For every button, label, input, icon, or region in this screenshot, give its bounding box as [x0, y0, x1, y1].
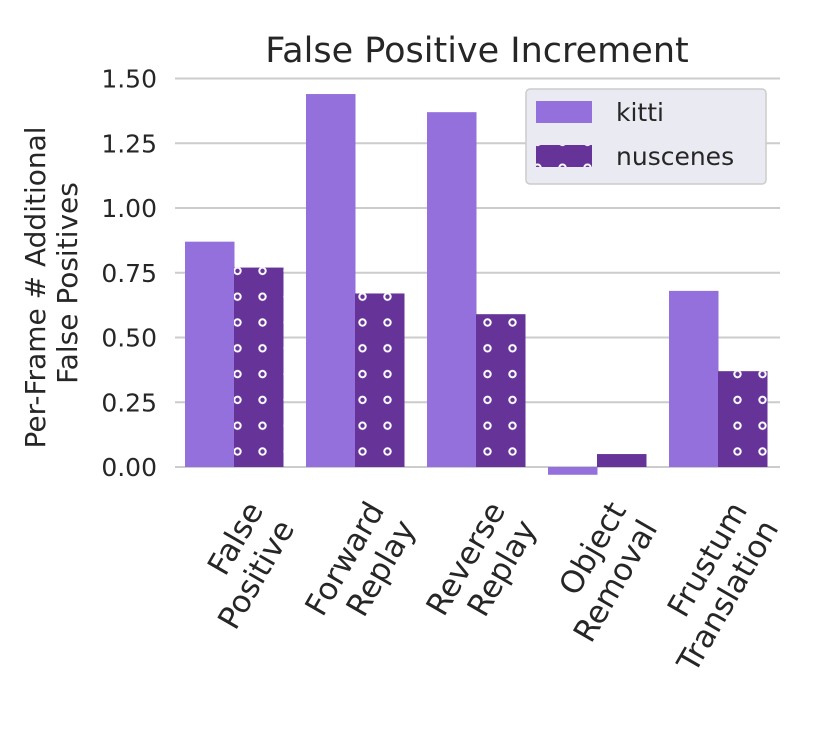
bar-kitti — [427, 112, 477, 468]
x-category-label: ForwardReplay — [298, 496, 423, 640]
bar-kitti — [306, 94, 356, 467]
bar-nuscenes-pattern — [234, 267, 284, 467]
y-tick-label: 1.00 — [101, 194, 157, 223]
bar-kitti — [548, 467, 598, 475]
bar-nuscenes-pattern — [355, 293, 405, 467]
y-axis-ticks: 0.00 0.25 0.50 0.75 1.00 1.25 1.50 — [101, 65, 157, 483]
legend-swatch-kitti — [536, 101, 592, 123]
y-axis-label: Per-Frame # Additional False Positives — [19, 118, 84, 449]
bar-nuscenes-pattern — [476, 314, 526, 467]
y-tick-label: 0.00 — [101, 453, 157, 482]
y-tick-label: 0.75 — [101, 259, 157, 288]
bar-kitti — [185, 241, 235, 467]
legend-label-kitti: kitti — [616, 98, 664, 127]
y-tick-label: 0.25 — [101, 388, 157, 417]
x-category-label: ReverseReplay — [419, 496, 544, 640]
legend-label-nuscenes: nuscenes — [616, 142, 734, 171]
bar-kitti — [669, 290, 719, 467]
x-category-label: FalsePositive — [180, 496, 302, 636]
bar-nuscenes — [597, 454, 647, 467]
y-axis-label-line-1: Per-Frame # Additional — [19, 126, 52, 448]
legend: kitti nuscenes — [525, 88, 767, 185]
x-category-label: FrustumTranslation — [639, 496, 786, 679]
bar-nuscenes-pattern — [718, 371, 768, 467]
chart-title: False Positive Increment — [265, 31, 688, 71]
bars — [185, 94, 768, 475]
y-tick-label: 1.50 — [101, 65, 157, 94]
y-tick-label: 1.25 — [101, 129, 157, 158]
x-category-label: ObjectRemoval — [536, 496, 666, 648]
legend-swatch-nuscenes-pattern — [536, 145, 592, 167]
y-tick-label: 0.50 — [101, 324, 157, 353]
y-axis-label-line-2: False Positives — [51, 182, 84, 384]
